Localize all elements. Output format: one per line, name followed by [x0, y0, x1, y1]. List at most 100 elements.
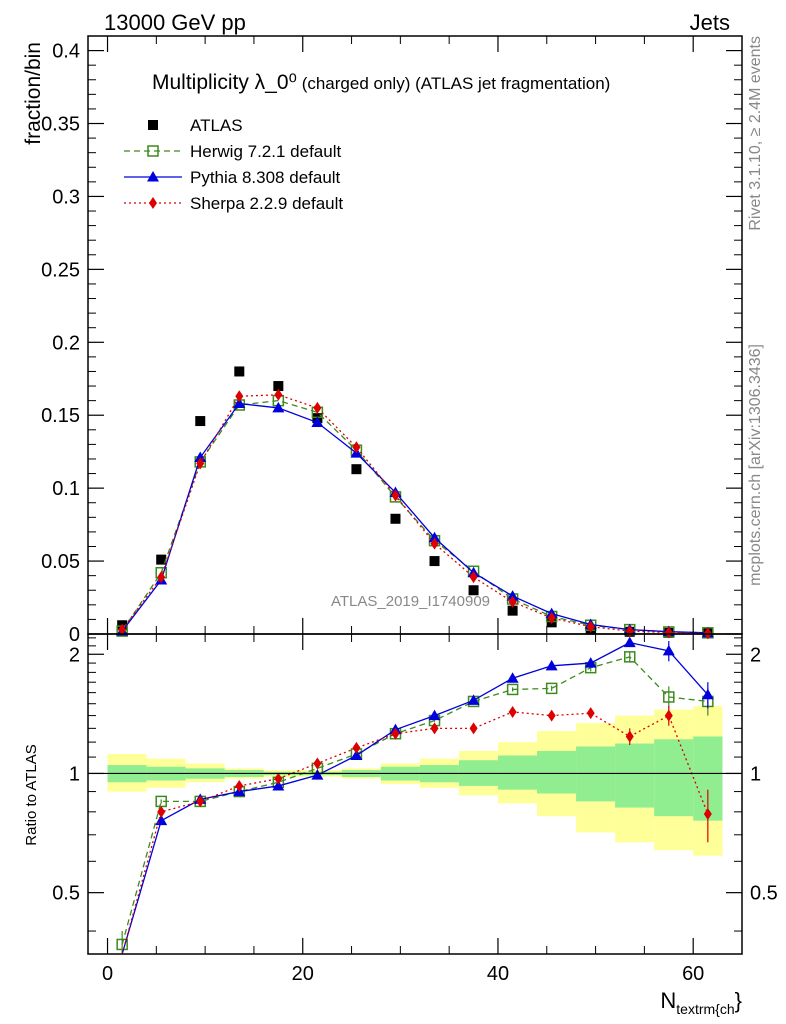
xlabel-subscript: textrm{ch — [676, 1001, 734, 1017]
ratio-ytick-label-right: 1 — [750, 763, 761, 785]
ratio-point-2 — [157, 805, 166, 818]
main-point-0 — [234, 366, 245, 377]
main-ytick-label: 0.35 — [41, 114, 80, 136]
main-point-3 — [547, 611, 556, 624]
ratio-point-2 — [196, 795, 205, 808]
chart-title-suffix: (charged only) (ATLAS jet fragmentation) — [297, 74, 610, 93]
ratio-point-1 — [467, 694, 480, 705]
main-ytick-label: 0.2 — [52, 332, 80, 354]
main-ytick-label: 0.1 — [52, 478, 80, 500]
header-left: 13000 GeV pp — [104, 10, 246, 35]
ratio-point-2 — [586, 707, 595, 720]
legend-label-0: ATLAS — [190, 116, 243, 135]
main-ylabel: fraction/bin — [22, 42, 45, 145]
ratio-point-1 — [350, 749, 363, 761]
xlabel: Ntextrm{ch} — [660, 988, 742, 1017]
main-ytick-label: 0.15 — [41, 405, 80, 427]
ratio-point-1 — [311, 769, 324, 780]
ratio-point-0 — [623, 651, 636, 663]
ratio-point-2 — [274, 772, 283, 785]
xtick-label: 0 — [102, 963, 113, 985]
main-point-3 — [274, 388, 283, 401]
legend-marker-3 — [149, 197, 157, 209]
main-point-0 — [468, 585, 479, 596]
watermark: ATLAS_2019_I1740909 — [331, 593, 490, 610]
xtick-label: 60 — [682, 963, 704, 985]
main-point-3 — [469, 571, 478, 584]
main-point-2 — [311, 416, 324, 428]
ratio-band-inner — [497, 755, 538, 790]
ratio-point-2 — [625, 730, 634, 743]
ratio-point-1 — [584, 657, 597, 668]
main-point-3 — [391, 489, 400, 502]
main-ytick-label: 0.3 — [52, 186, 80, 208]
main-point-3 — [430, 537, 439, 550]
ratio-point-2 — [703, 807, 712, 820]
ratio-point-2 — [352, 741, 361, 754]
legend-marker-2 — [147, 171, 159, 182]
chart-title-main: Multiplicity λ_0⁰ — [152, 71, 297, 94]
ratio-ytick-label: 1 — [69, 763, 80, 785]
main-point-0 — [507, 605, 518, 616]
main-point-2 — [428, 531, 441, 543]
main-ytick-label: 0.25 — [41, 259, 80, 281]
ratio-band-inner — [615, 743, 655, 808]
ratio-point-2 — [664, 709, 673, 722]
ratio-point-1 — [701, 688, 714, 700]
ratio-point-2 — [430, 722, 439, 735]
ratio-point-0 — [663, 691, 675, 703]
ratio-point-1 — [623, 636, 636, 648]
main-ytick-label: 0.05 — [41, 551, 80, 573]
main-point-3 — [313, 401, 322, 414]
main-plot-frame — [87, 35, 743, 635]
main-point-2 — [233, 397, 246, 409]
ratio-point-1 — [272, 779, 285, 791]
ratio-ytick-label-right: 0.5 — [750, 883, 778, 905]
main-point-3 — [352, 441, 361, 454]
legend-label-1: Herwig 7.2.1 default — [190, 142, 341, 161]
ratio-ylabel: Ratio to ATLAS — [23, 744, 40, 845]
main-point-0 — [195, 416, 206, 427]
ratio-point-1 — [545, 659, 558, 671]
ratio-point-0 — [506, 683, 519, 696]
main-point-3 — [118, 623, 127, 636]
main-point-0 — [429, 556, 440, 567]
main-point-2 — [506, 590, 519, 601]
main-point-3 — [586, 620, 595, 633]
main-point-0 — [351, 464, 362, 475]
ratio-series-line-2 — [121, 711, 709, 955]
main-point-2 — [272, 401, 285, 413]
ratio-point-2 — [508, 705, 517, 718]
ratio-point-2 — [547, 709, 556, 722]
main-point-3 — [235, 390, 244, 403]
legend-label-2: Pythia 8.308 default — [190, 168, 341, 187]
main-point-3 — [157, 571, 166, 584]
ratio-plot-frame — [87, 633, 743, 955]
ratio-point-2 — [391, 727, 400, 740]
main-series-line-2 — [121, 402, 708, 634]
chart-title: Multiplicity λ_0⁰ (charged only) (ATLAS … — [152, 71, 610, 94]
ratio-band-inner — [654, 739, 694, 817]
ratio-point-2 — [469, 722, 478, 735]
main-point-0 — [273, 381, 284, 392]
main-point-3 — [196, 457, 205, 470]
xlabel-brace: } — [735, 988, 742, 1013]
ratio-point-1 — [662, 644, 675, 656]
main-point-0 — [390, 513, 401, 524]
ratio-axes: 0.5 0.51 12 20 20 40 60 — [52, 634, 778, 985]
mcplots-label: mcplots.cern.ch [arXiv:1306.3436] — [747, 344, 764, 586]
ratio-point-0 — [545, 682, 558, 695]
ratio-series-line-1 — [121, 641, 709, 955]
main-point-3 — [664, 626, 673, 639]
ratio-point-1 — [506, 672, 519, 683]
ratio-point-2 — [313, 757, 322, 770]
legend-label-3: Sherpa 2.2.9 default — [190, 194, 343, 213]
xtick-label: 40 — [487, 963, 509, 985]
ratio-point-2 — [235, 779, 244, 792]
rivet-label: Rivet 3.1.10, ≥ 2.4M events — [747, 36, 764, 231]
legend: ATLAS Herwig 7.2.1 default Pythia 8.308 de… — [124, 116, 343, 213]
legend-marker-1 — [147, 145, 159, 157]
main-ytick-label: 0.4 — [52, 41, 80, 63]
ratio-ytick-label: 2 — [69, 644, 80, 666]
